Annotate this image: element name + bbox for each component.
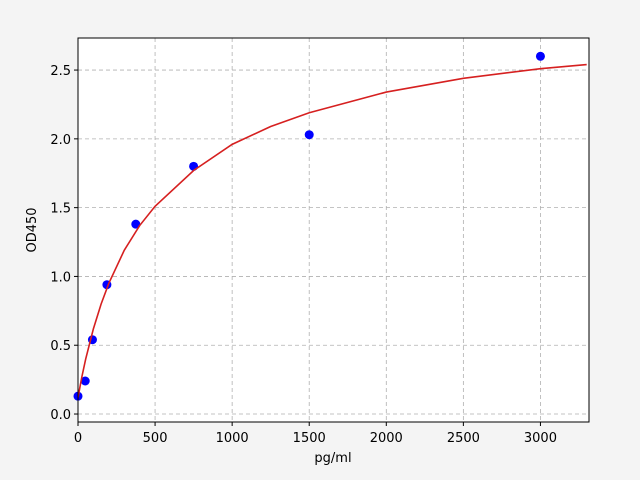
data-point <box>131 219 141 229</box>
fit-curve <box>78 63 587 398</box>
plot-area <box>78 38 589 422</box>
x-tick-label: 2500 <box>447 431 480 446</box>
x-tick-label: 1000 <box>216 431 249 446</box>
data-point <box>535 51 545 61</box>
x-tick-label: 2000 <box>370 431 403 446</box>
x-tick-label: 3000 <box>524 431 557 446</box>
y-tick-label: 0.5 <box>50 339 71 354</box>
data-point <box>304 130 314 140</box>
x-tick-label: 500 <box>143 431 168 446</box>
y-tick-label: 2.5 <box>50 64 71 79</box>
y-axis-label: OD450 <box>25 207 40 252</box>
y-tick-label: 1.0 <box>50 270 71 285</box>
x-tick-label: 0 <box>74 431 82 446</box>
y-tick-label: 1.5 <box>50 202 71 217</box>
y-tick-label: 0.0 <box>50 408 71 423</box>
data-point <box>80 376 90 386</box>
data-point <box>189 161 199 171</box>
y-tick-label: 2.0 <box>50 133 71 148</box>
x-axis-label: pg/ml <box>314 451 351 466</box>
x-tick-label: 1500 <box>293 431 326 446</box>
plot-frame <box>77 37 590 423</box>
